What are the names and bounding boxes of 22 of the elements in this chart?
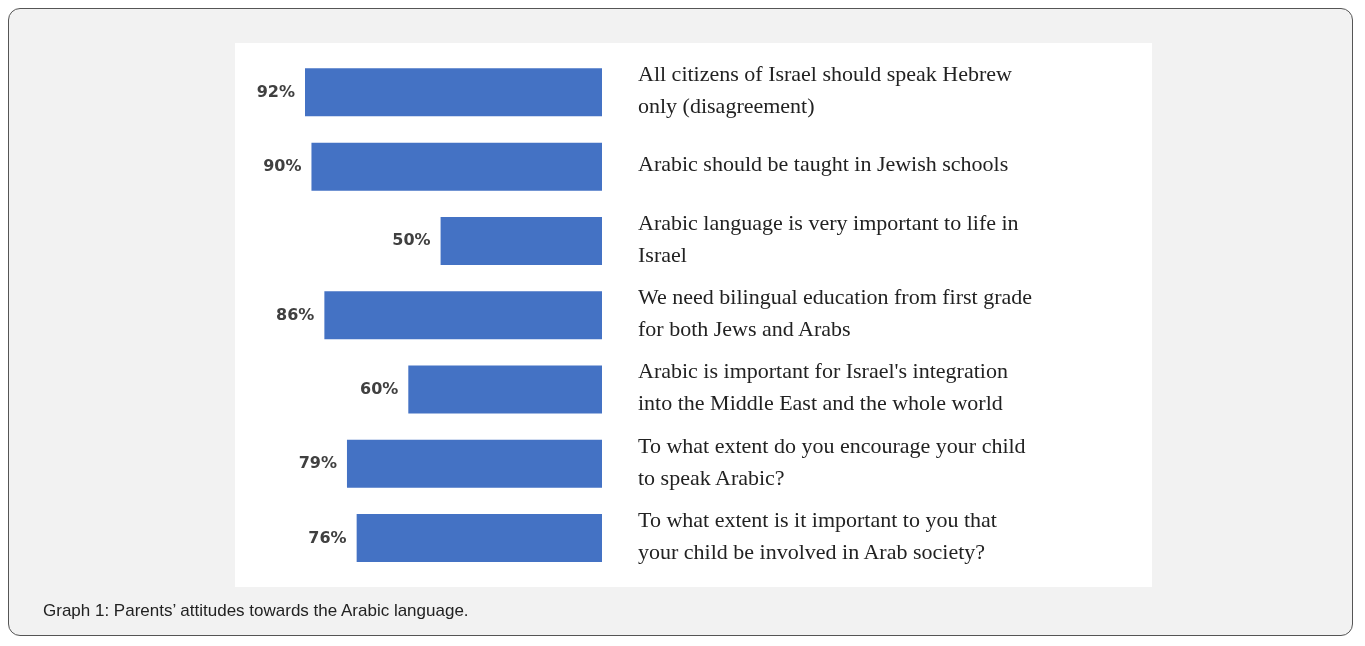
y-tick-label: To what extent do you encourage your child to speak Arabic? [638,432,1026,490]
y-tick-label: To what extent is it important to you that your child be involved in Arab society? [638,506,997,564]
bar [408,365,602,414]
bar [346,439,602,488]
bar [356,514,602,563]
data-label: 60% [360,379,399,399]
y-tick-label: We need bilingual education from first grade for both Jews and Arabs [638,284,1033,342]
data-label: 86% [276,304,315,324]
bar [305,68,602,117]
y-tick-label: Arabic should be taught in Jewish schools [638,151,1009,177]
y-tick-label: Arabic is important for Israel's integration into the Middle East and the whole world [638,358,1008,416]
y-tick-label: Arabic language is very important to life in Israel [638,209,1019,267]
data-label: 90% [263,156,302,176]
bar [324,291,602,340]
bar [440,216,602,265]
data-label: 76% [308,527,347,547]
caption: Graph 1: Parents’ attitudes towards the Arabic language. [43,601,469,621]
data-label: 50% [392,230,431,250]
data-label: 79% [298,453,337,473]
data-label: 92% [256,81,295,101]
bar [311,142,602,191]
y-tick-label: All citizens of Israel should speak Hebrew only (disagreement) [638,61,1012,119]
